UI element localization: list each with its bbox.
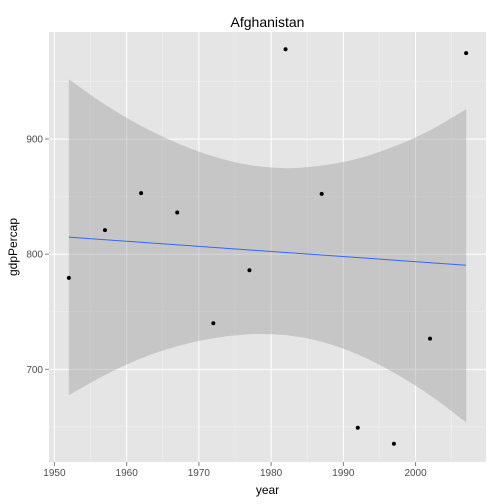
data-point: [391, 441, 396, 446]
x-tick-label: 1960: [116, 468, 139, 479]
data-points: [66, 47, 469, 446]
data-point: [428, 336, 433, 341]
x-axis: 1950 1960 1970 1980 1990 2000: [43, 462, 427, 479]
y-tick-label: 800: [26, 250, 43, 261]
y-axis-title: gdpPercap: [6, 218, 20, 276]
y-axis: 700 800 900: [26, 135, 49, 376]
data-point: [283, 47, 288, 52]
x-tick-label: 1950: [43, 468, 66, 479]
data-point: [247, 268, 252, 273]
major-grid: [49, 32, 486, 462]
y-tick-label: 900: [26, 135, 43, 146]
data-point: [139, 191, 144, 196]
minor-grid: [49, 32, 486, 462]
y-tick-label: 700: [26, 365, 43, 376]
plot-panel: [49, 32, 486, 462]
data-point: [175, 210, 180, 215]
x-axis-title: year: [256, 483, 279, 497]
x-tick-label: 1970: [188, 468, 211, 479]
data-point: [66, 275, 71, 280]
data-point: [319, 191, 324, 196]
data-point: [102, 228, 107, 233]
chart-title: Afghanistan: [231, 14, 305, 30]
data-point: [464, 51, 469, 56]
x-tick-label: 2000: [404, 468, 427, 479]
regression-line: [68, 236, 467, 266]
x-tick-label: 1990: [332, 468, 355, 479]
x-tick-label: 1980: [260, 468, 283, 479]
data-point: [211, 321, 216, 326]
data-point: [355, 425, 360, 430]
